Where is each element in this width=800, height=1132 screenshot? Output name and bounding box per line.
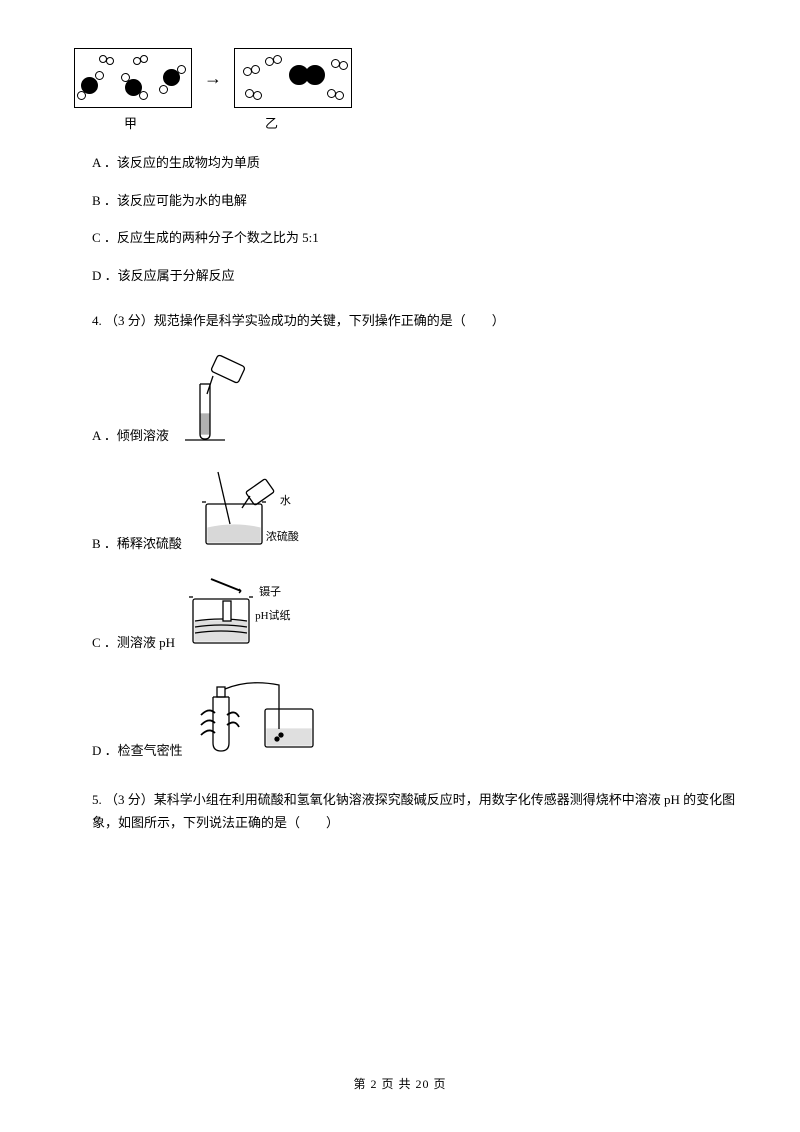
q4-a-label: A ．倾倒溶液	[92, 424, 169, 451]
q4-option-c: C ．测溶液 pH 镊子 pH试纸	[92, 571, 736, 658]
q4-option-d: D ．检查气密性	[92, 671, 736, 766]
phpaper-label: pH试纸	[255, 607, 290, 627]
q3-option-c: C ．反应生成的两种分子个数之比为 5:1	[92, 226, 736, 249]
q4-b-label: B ．稀释浓硫酸	[92, 532, 182, 559]
box-jia	[74, 48, 192, 108]
molecule-diagram: →	[74, 48, 736, 108]
ph-sketch-icon: 镊子 pH试纸	[181, 571, 311, 658]
page-footer: 第 2 页 共 20 页	[0, 1074, 800, 1096]
pour-sketch-icon	[175, 354, 255, 451]
box-yi	[234, 48, 352, 108]
q4-option-b: B ．稀释浓硫酸 水 浓硫酸	[92, 464, 736, 559]
acid-label: 浓硫酸	[266, 528, 299, 548]
tweezer-label: 镊子	[259, 583, 281, 603]
water-label: 水	[280, 492, 291, 512]
arrow-icon: →	[204, 62, 222, 94]
label-jia: 甲	[124, 112, 137, 135]
q5-stem: 5. （3 分）某科学小组在利用硫酸和氢氧化钠溶液探究酸碱反应时，用数字化传感器…	[92, 788, 736, 835]
label-yi: 乙	[265, 112, 278, 135]
q4-option-a: A ．倾倒溶液	[92, 354, 736, 451]
q3-option-a: A ．该反应的生成物均为单质	[92, 151, 736, 174]
diagram-labels: 甲 乙	[124, 112, 736, 135]
q3-option-b: B ．该反应可能为水的电解	[92, 189, 736, 212]
q4-d-label: D ．检查气密性	[92, 739, 183, 766]
q3-option-d: D ．该反应属于分解反应	[92, 264, 736, 287]
q4-c-label: C ．测溶液 pH	[92, 631, 175, 658]
dilute-sketch-icon: 水 浓硫酸	[188, 464, 308, 559]
airtight-sketch-icon	[189, 671, 339, 766]
q4-stem: 4. （3 分）规范操作是科学实验成功的关键，下列操作正确的是（ ）	[92, 309, 736, 332]
